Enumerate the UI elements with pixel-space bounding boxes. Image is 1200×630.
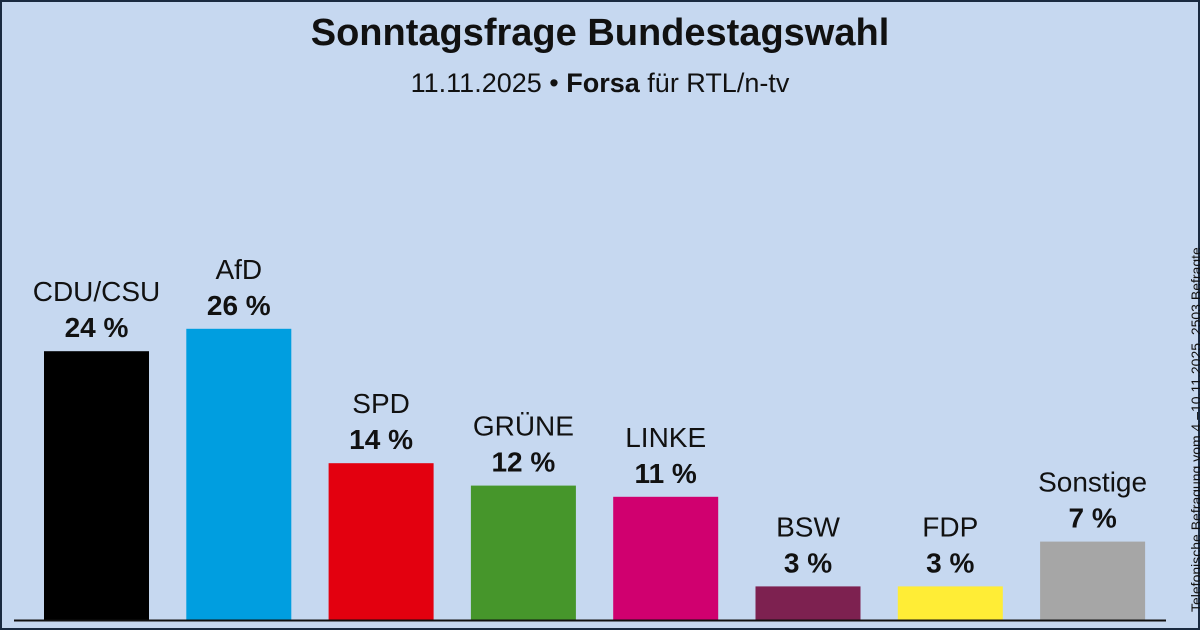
bar-spd [328,463,434,620]
category-label-fdp: FDP [922,511,978,542]
category-label-linke: LINKE [625,422,706,453]
value-label-spd: 14 % [349,424,413,455]
category-label-spd: SPD [352,388,410,419]
chart-title: Sonntagsfrage Bundestagswahl [310,12,890,54]
value-label-grüne: 12 % [491,447,555,478]
value-label-sonstige: 7 % [1068,503,1116,534]
bar-afd [186,328,292,620]
separator-dot: • [549,68,559,98]
category-label-bsw: BSW [776,511,840,542]
category-label-grüne: GRÜNE [473,411,574,442]
value-label-afd: 26 % [207,290,271,321]
bar-grüne [470,485,576,620]
poll-institute: Forsa [566,68,640,98]
value-label-cdu-csu: 24 % [65,312,129,343]
methodology-note: Telefonische Befragung vom 4.–10.11.2025… [1188,247,1200,612]
bar-fdp [897,586,1003,620]
poll-date: 11.11.2025 [410,68,542,98]
value-label-linke: 11 % [635,458,697,489]
category-label-afd: AfD [215,254,262,285]
chart-subtitle: 11.11.2025 • Forsa für RTL/n-tv [0,68,1200,99]
value-label-bsw: 3 % [784,547,832,578]
value-label-fdp: 3 % [926,547,974,578]
category-label-cdu-csu: CDU/CSU [33,276,161,307]
bar-bsw [755,586,861,620]
bar-linke [613,496,719,620]
poll-client: für RTL/n-tv [647,68,790,98]
category-label-sonstige: Sonstige [1038,467,1147,498]
bar-sonstige [1040,541,1146,620]
bar-cdu-csu [44,351,149,620]
